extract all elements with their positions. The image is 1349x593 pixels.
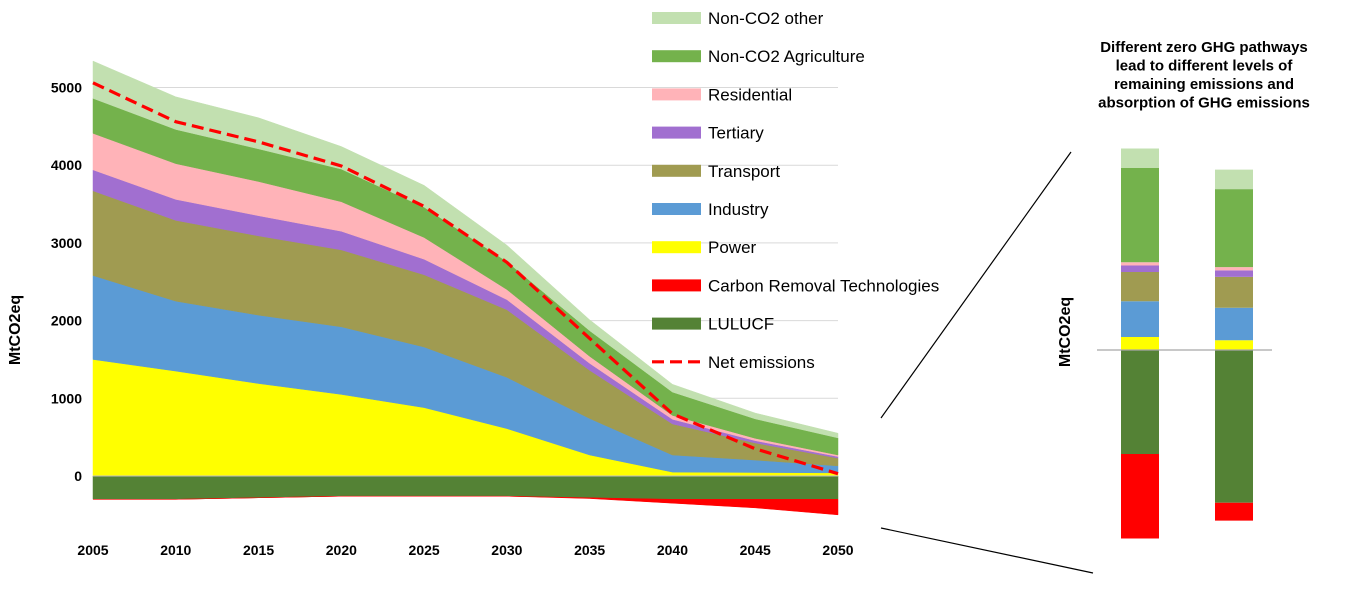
legend-label: Net emissions (708, 353, 815, 372)
legend-item-tertiary: Tertiary (652, 124, 764, 143)
bar-segment-non-co2-other (1215, 169, 1253, 190)
side-bar-1 (1121, 148, 1159, 539)
y-tick-label: 4000 (51, 157, 82, 173)
area-non-co2-other (92, 60, 839, 439)
legend-swatch (652, 279, 701, 292)
net-emissions-line-group (92, 81, 839, 476)
x-tick-label: 2015 (243, 542, 274, 558)
legend: Non-CO2 other Non-CO2 Agriculture Resident… (652, 9, 939, 372)
y-axis-ticks: 0 1000 2000 3000 4000 5000 (51, 80, 82, 485)
legend-label: Carbon Removal Technologies (708, 276, 939, 295)
legend-swatch (652, 126, 701, 139)
legend-label: Residential (708, 85, 792, 104)
y-tick-label: 5000 (51, 80, 82, 96)
bar-segment-non-co2-other (1121, 148, 1159, 168)
legend-swatch (652, 203, 701, 215)
side-title-line: lead to different levels of (1116, 58, 1294, 75)
bar-segment-residential (1215, 267, 1253, 271)
legend-swatch (652, 12, 701, 24)
legend-swatch (652, 88, 701, 101)
legend-item-non-co2-agriculture: Non-CO2 Agriculture (652, 47, 865, 66)
legend-item-carbon-removal-technologies: Carbon Removal Technologies (652, 276, 939, 295)
x-tick-label: 2010 (160, 542, 191, 558)
x-tick-label: 2030 (491, 542, 522, 558)
legend-item-industry: Industry (652, 200, 769, 219)
main-area-chart (92, 60, 839, 516)
bar-segment-transport (1121, 272, 1159, 302)
side-y-axis-label: MtCO2eq (1057, 297, 1074, 367)
legend-label: Tertiary (708, 124, 764, 143)
bar-segment-carbon-removal-technologies (1215, 502, 1253, 521)
legend-item-power: Power (652, 238, 757, 257)
legend-label: Non-CO2 Agriculture (708, 47, 865, 66)
legend-item-net-emissions: Net emissions (652, 353, 815, 372)
legend-swatch (652, 50, 701, 63)
connector-line-bottom (880, 527, 1094, 574)
bar-segment-industry (1121, 301, 1159, 337)
legend-swatch (652, 164, 701, 177)
net-emissions-line (92, 81, 839, 476)
x-tick-label: 2050 (822, 542, 853, 558)
bar-segment-tertiary (1121, 265, 1159, 272)
side-bar-2 (1215, 169, 1253, 521)
bar-segment-industry (1215, 307, 1253, 341)
x-tick-label: 2035 (574, 542, 605, 558)
zoom-connector-lines (880, 151, 1094, 574)
legend-label: Transport (708, 162, 780, 181)
bar-segment-non-co2-agriculture (1215, 189, 1253, 268)
bar-segment-carbon-removal-technologies (1121, 454, 1159, 539)
area-lulucf (92, 475, 839, 500)
legend-label: LULUCF (708, 315, 774, 334)
main-y-axis-label: MtCO2eq (7, 295, 24, 365)
x-tick-label: 2025 (409, 542, 440, 558)
x-tick-label: 2020 (326, 542, 357, 558)
legend-item-lulucf: LULUCF (652, 315, 774, 334)
legend-swatch (652, 317, 701, 330)
bar-segment-non-co2-agriculture (1121, 168, 1159, 263)
side-title-line: Different zero GHG pathways (1100, 39, 1308, 56)
side-bar-chart (1121, 148, 1253, 539)
side-chart-title: Different zero GHG pathways lead to diffe… (1098, 39, 1310, 112)
bar-segment-lulucf (1215, 350, 1253, 503)
x-tick-label: 2040 (657, 542, 688, 558)
side-title-line: absorption of GHG emissions (1098, 95, 1310, 112)
x-tick-label: 2045 (740, 542, 771, 558)
legend-item-transport: Transport (652, 162, 780, 181)
legend-item-residential: Residential (652, 85, 792, 104)
y-tick-label: 2000 (51, 313, 82, 329)
y-tick-label: 3000 (51, 235, 82, 251)
bar-segment-tertiary (1215, 270, 1253, 277)
x-axis-ticks: 2005 2010 2015 2020 2025 2030 2035 2040 2045 2050 (77, 542, 853, 558)
legend-label: Power (708, 238, 757, 257)
y-tick-label: 0 (74, 468, 82, 484)
legend-label: Industry (708, 200, 769, 219)
side-title-line: remaining emissions and (1114, 76, 1294, 93)
bar-segment-residential (1121, 262, 1159, 266)
bar-segment-power (1121, 337, 1159, 350)
bar-segment-transport (1215, 276, 1253, 308)
bar-segment-lulucf (1121, 350, 1159, 454)
area-carbon-removal-technologies (93, 495, 839, 516)
legend-swatch (652, 241, 701, 254)
bar-segment-power (1215, 340, 1253, 350)
x-tick-label: 2005 (77, 542, 108, 558)
legend-item-non-co2-other: Non-CO2 other (652, 9, 824, 28)
y-tick-label: 1000 (51, 390, 82, 406)
legend-label: Non-CO2 other (708, 9, 824, 28)
connector-line-top (880, 151, 1072, 419)
